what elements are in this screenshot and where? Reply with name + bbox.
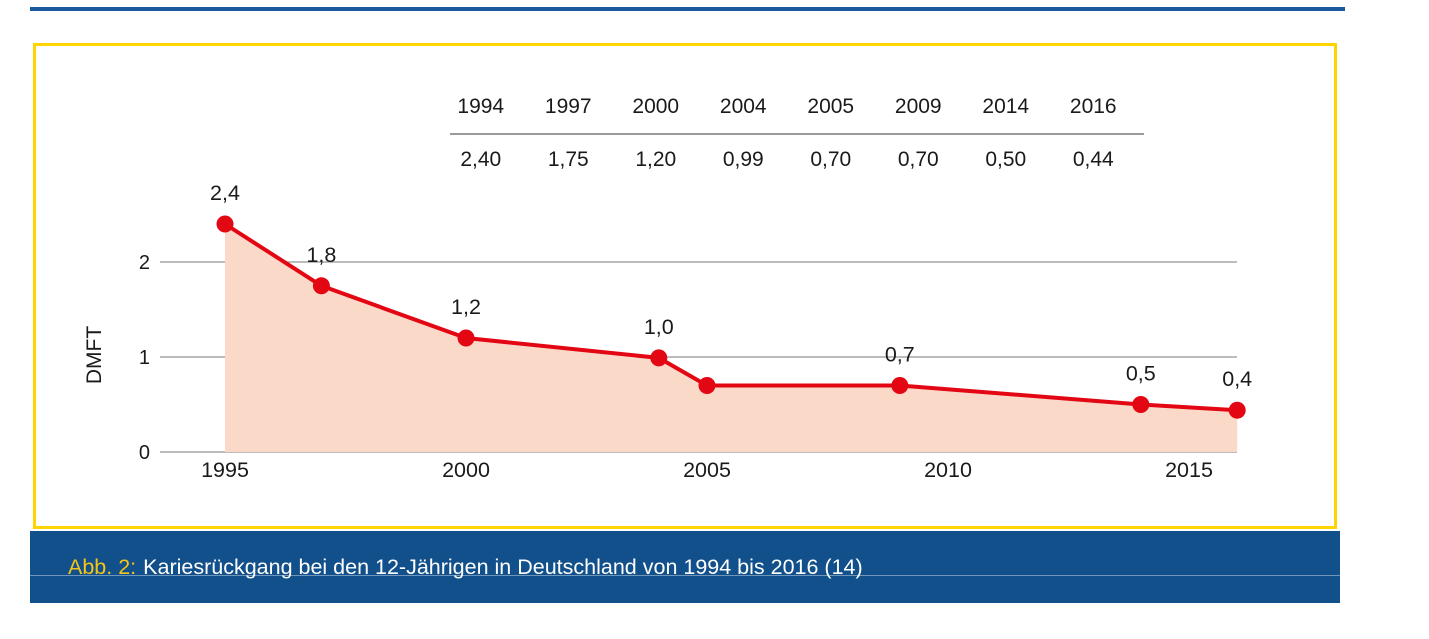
table-year-header: 2009	[894, 95, 942, 118]
dmft-area-chart: 0 1 2 DMFT 2,4 1,8 1,2 1,0 0,7 0,5 0,4 1995 2000 2005…	[83, 181, 1252, 482]
x-tick-label: 2000	[442, 458, 490, 482]
table-year-header: 2000	[632, 95, 680, 118]
table-year-header: 2014	[982, 95, 1030, 118]
table-dmft-value: 1,20	[635, 148, 677, 171]
data-point-label: 0,5	[1126, 362, 1156, 386]
table-year-header: 2004	[719, 95, 767, 118]
y-tick-label: 1	[139, 347, 150, 369]
table-year-header: 1997	[544, 95, 592, 118]
figure-frame: 1994 1997 2000 2004 2005 2009 2014 2016 2,40 1,7…	[33, 43, 1337, 529]
table-year-header: 2016	[1069, 95, 1117, 118]
data-point-1997	[312, 277, 330, 295]
data-point-1994	[216, 215, 234, 233]
top-blue-rule	[30, 7, 1345, 11]
table-dmft-value: 0,70	[897, 148, 939, 171]
data-point-2004	[650, 349, 668, 367]
table-dmft-value: 2,40	[460, 148, 502, 171]
x-tick-label: 2015	[1165, 458, 1213, 482]
data-point-label: 1,8	[306, 243, 336, 267]
x-tick-label: 2005	[683, 458, 731, 482]
y-axis-label: DMFT	[83, 326, 106, 384]
data-point-2009	[891, 377, 909, 394]
data-table: 1994 1997 2000 2004 2005 2009 2014 2016 2,40 1,7…	[437, 92, 1144, 175]
data-point-label: 0,4	[1222, 367, 1252, 391]
table-year-header: 1994	[457, 95, 505, 118]
caption-bar: Abb. 2: Kariesrückgang bei den 12-Jährig…	[30, 531, 1340, 603]
data-point-label: 2,4	[210, 181, 240, 205]
y-tick-label: 2	[139, 252, 150, 274]
data-point-2000	[457, 329, 475, 347]
x-tick-label: 1995	[201, 458, 249, 482]
area-fill	[225, 224, 1238, 452]
x-tick-label: 2010	[924, 458, 972, 482]
data-point-2014	[1132, 396, 1150, 413]
table-dmft-value: 0,70	[810, 148, 852, 171]
caption-label: Abb. 2:	[68, 554, 137, 579]
data-point-label: 1,2	[451, 295, 481, 319]
data-table-separator	[450, 133, 1144, 135]
data-point-2016	[1228, 401, 1246, 419]
table-dmft-value: 0,99	[722, 148, 764, 171]
y-tick-label: 0	[139, 442, 150, 464]
table-dmft-value: 0,50	[985, 148, 1027, 171]
data-table-value-row: 2,40 1,75 1,20 0,99 0,70 0,70 0,50 0,44	[437, 145, 1137, 175]
table-year-header: 2005	[807, 95, 855, 118]
data-point-label: 1,0	[644, 315, 674, 339]
table-dmft-value: 1,75	[547, 148, 589, 171]
dmft-trend-line	[223, 222, 1238, 413]
table-dmft-value: 0,44	[1072, 148, 1114, 171]
data-point-2005	[698, 377, 716, 394]
data-table-header-row: 1994 1997 2000 2004 2005 2009 2014 2016	[437, 92, 1137, 133]
data-point-label: 0,7	[885, 343, 915, 367]
caption-text: Kariesrückgang bei den 12-Jährigen in De…	[143, 554, 863, 579]
